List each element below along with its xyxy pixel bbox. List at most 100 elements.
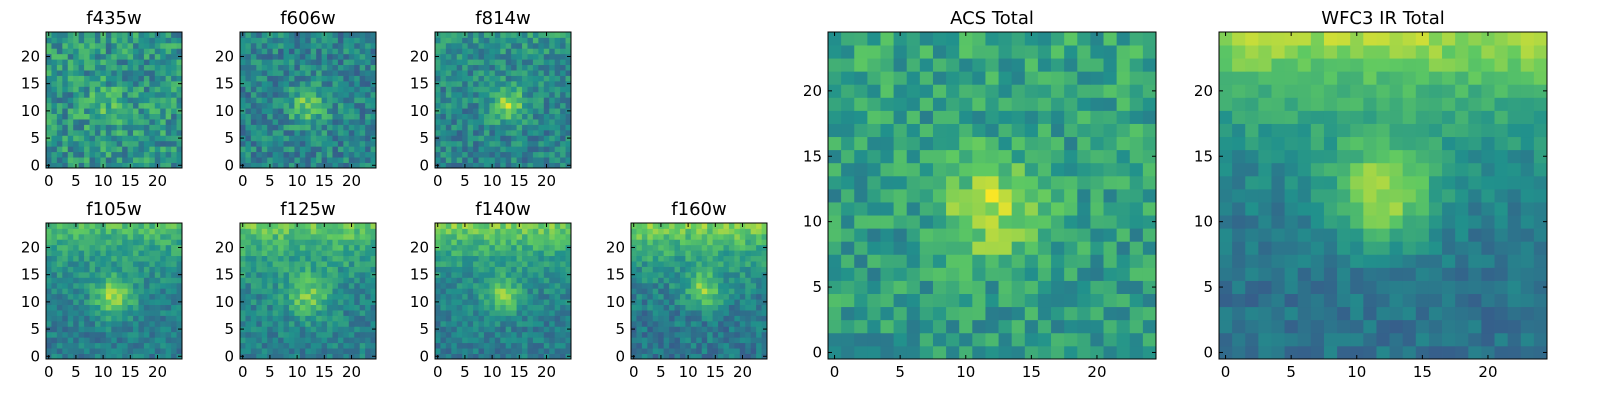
heatmap-cell <box>143 135 150 142</box>
heatmap-cell <box>701 310 708 316</box>
heatmap-cell <box>165 299 172 305</box>
heatmap-cell <box>663 310 670 316</box>
heatmap-cell <box>365 70 371 76</box>
heatmap-cell <box>462 271 469 278</box>
heatmap-cell <box>451 86 458 93</box>
heatmap-cell <box>78 37 85 44</box>
heatmap-cell <box>522 261 528 267</box>
heatmap-cell <box>56 129 63 136</box>
heatmap-cell <box>261 271 268 278</box>
heatmap-cell <box>143 223 150 229</box>
heatmap-cell <box>165 293 172 300</box>
heatmap-cell <box>522 277 528 284</box>
heatmap-cell <box>133 146 139 153</box>
heatmap-cell <box>122 337 128 344</box>
heatmap-cell <box>240 304 246 311</box>
heatmap-cell <box>51 282 58 289</box>
heatmap-cell <box>316 129 322 136</box>
heatmap-cell <box>310 119 317 125</box>
heatmap-cell <box>154 42 161 49</box>
heatmap-cell <box>127 261 134 267</box>
heatmap-cell <box>46 293 52 300</box>
heatmap-cell <box>149 282 156 289</box>
heatmap-cell <box>116 261 123 267</box>
heatmap-cell <box>62 119 69 125</box>
heatmap-cell <box>100 97 107 104</box>
heatmap-cell <box>116 337 123 344</box>
heatmap-cell <box>565 113 572 120</box>
heatmap-cell <box>165 119 172 125</box>
heatmap-cell <box>354 86 361 93</box>
heatmap-cell <box>511 315 517 322</box>
heatmap-cell <box>321 59 328 66</box>
heatmap-cell <box>451 282 458 289</box>
heatmap-cell <box>734 310 741 316</box>
heatmap-cell <box>133 119 139 125</box>
heatmap-cell <box>67 124 74 131</box>
heatmap-cell <box>631 266 637 273</box>
heatmap-cell <box>84 146 90 153</box>
heatmap-cell <box>127 293 134 300</box>
heatmap-cell <box>560 250 566 257</box>
heatmap-cell <box>299 113 306 120</box>
heatmap-cell <box>906 241 921 255</box>
heatmap-cell <box>171 266 177 273</box>
heatmap-cell <box>565 48 572 55</box>
heatmap-cell <box>505 64 512 71</box>
heatmap-cell <box>679 342 686 349</box>
heatmap-cell <box>554 239 561 246</box>
heatmap-cell <box>370 64 377 71</box>
heatmap-cell <box>165 140 172 147</box>
x-tick-label: 10 <box>288 172 307 190</box>
heatmap-cell <box>46 255 52 262</box>
heatmap-cell <box>652 331 659 338</box>
heatmap-cell <box>462 119 469 125</box>
heatmap-cell <box>723 228 730 235</box>
heatmap-cell <box>294 75 301 82</box>
heatmap-cell <box>440 75 447 82</box>
heatmap-cell <box>154 299 161 305</box>
heatmap-cell <box>62 102 69 109</box>
heatmap-cell <box>267 151 274 158</box>
heatmap-cell <box>165 37 172 44</box>
heatmap-cell <box>685 320 692 327</box>
heatmap-cell <box>756 223 762 229</box>
heatmap-cell <box>111 288 118 295</box>
heatmap-cell <box>728 239 735 246</box>
heatmap-cell <box>451 228 458 235</box>
heatmap-cell <box>532 255 539 262</box>
heatmap-cell <box>122 288 128 295</box>
heatmap-cell <box>348 97 355 104</box>
heatmap-cell <box>165 337 172 344</box>
heatmap-cell <box>138 342 145 349</box>
heatmap-cell <box>171 157 177 163</box>
heatmap-cell <box>310 266 317 273</box>
heatmap-cell <box>122 53 128 60</box>
heatmap-cell <box>701 288 708 295</box>
heatmap-cell <box>122 119 128 125</box>
x-tick-label: 15 <box>121 363 140 381</box>
heatmap-cell <box>756 348 762 354</box>
heatmap-cell <box>62 331 69 338</box>
heatmap-cell <box>946 332 960 347</box>
heatmap-cell <box>154 53 161 60</box>
heatmap-cell <box>663 261 670 267</box>
heatmap-cell <box>89 266 96 273</box>
heatmap-cell <box>51 331 58 338</box>
heatmap-cell <box>365 244 371 251</box>
heatmap-cell <box>505 59 512 66</box>
heatmap-cell <box>250 86 257 93</box>
heatmap-cell <box>854 306 868 321</box>
heatmap-cell <box>728 353 735 360</box>
heatmap-cell <box>294 108 301 114</box>
heatmap-cell <box>321 75 328 82</box>
heatmap-cell <box>305 326 312 333</box>
heatmap-cell <box>176 129 183 136</box>
heatmap-cell <box>127 239 134 246</box>
heatmap-cell <box>663 326 670 333</box>
heatmap-cell <box>511 80 517 87</box>
heatmap-cell <box>674 271 681 278</box>
heatmap-cell <box>310 80 317 87</box>
heatmap-cell <box>171 293 177 300</box>
heatmap-cell <box>679 223 686 229</box>
